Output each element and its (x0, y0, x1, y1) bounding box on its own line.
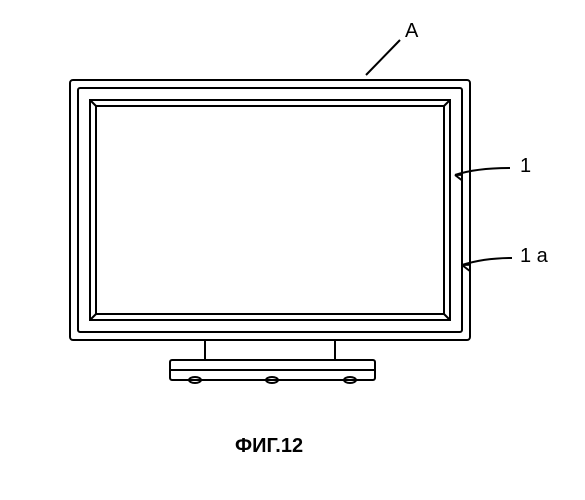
label-a: A (405, 20, 418, 43)
figure-caption: ФИГ.12 (235, 435, 303, 458)
label-1: 1 (520, 155, 531, 178)
label-1a: 1 a (520, 245, 548, 268)
diagram-svg (0, 0, 585, 500)
figure-canvas: A 1 1 a ФИГ.12 (0, 0, 585, 500)
